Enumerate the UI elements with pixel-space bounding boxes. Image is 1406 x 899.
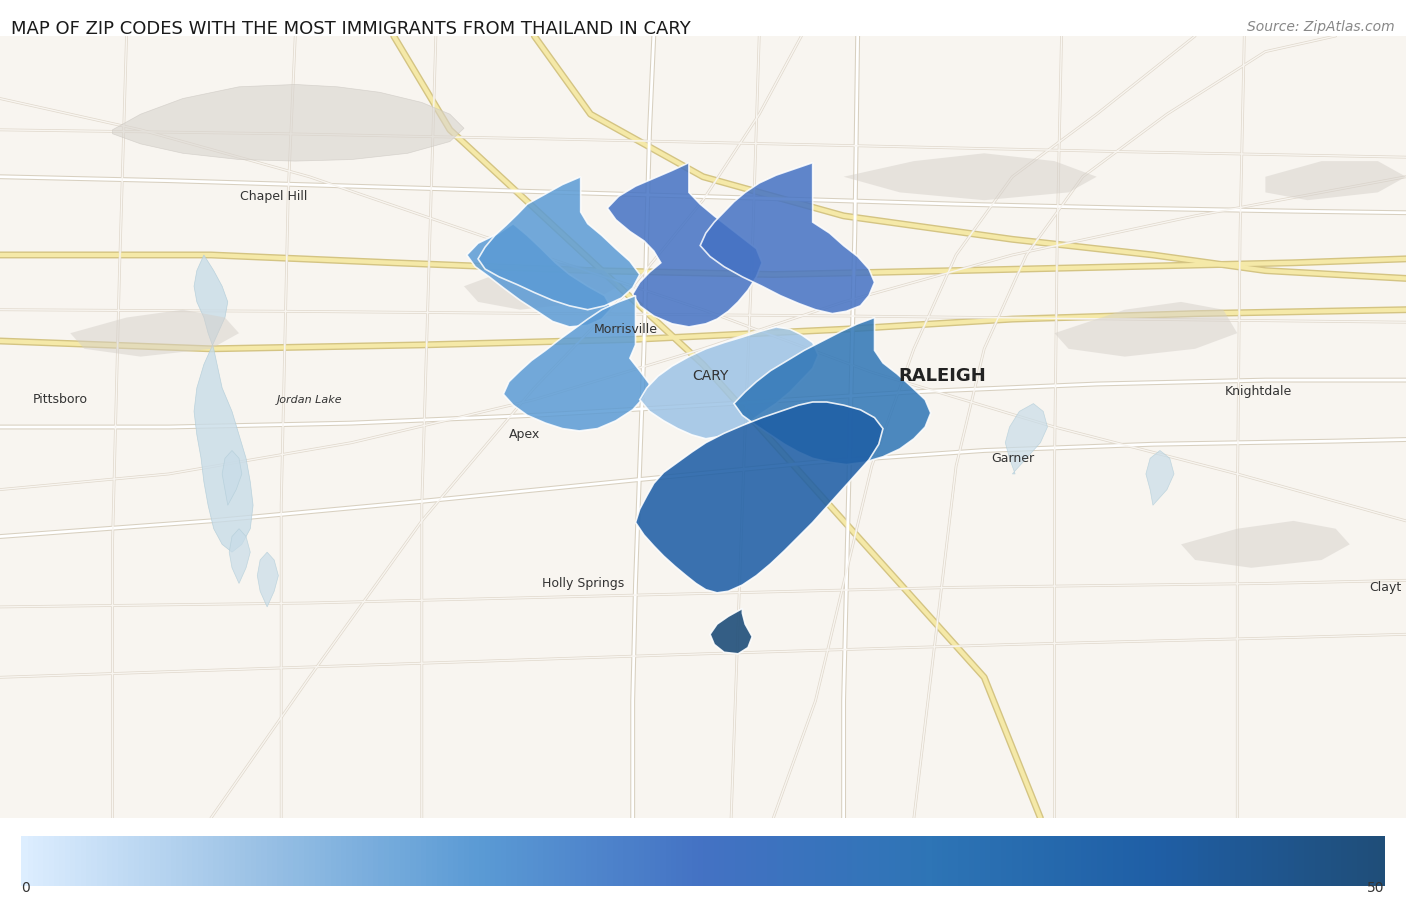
Polygon shape	[467, 224, 612, 327]
Polygon shape	[112, 85, 464, 161]
Text: MAP OF ZIP CODES WITH THE MOST IMMIGRANTS FROM THAILAND IN CARY: MAP OF ZIP CODES WITH THE MOST IMMIGRANT…	[11, 20, 690, 38]
Polygon shape	[700, 163, 875, 314]
Polygon shape	[478, 177, 640, 309]
Polygon shape	[734, 317, 931, 465]
Text: Morrisville: Morrisville	[593, 323, 658, 335]
Polygon shape	[710, 609, 752, 654]
Text: Jordan Lake: Jordan Lake	[277, 395, 342, 405]
Polygon shape	[257, 552, 278, 607]
Polygon shape	[1181, 521, 1350, 568]
Text: Pittsboro: Pittsboro	[32, 393, 89, 406]
Polygon shape	[640, 327, 818, 439]
Text: Clayt: Clayt	[1369, 581, 1400, 594]
Polygon shape	[70, 309, 239, 357]
Polygon shape	[503, 296, 650, 431]
Polygon shape	[194, 255, 253, 552]
Text: Chapel Hill: Chapel Hill	[240, 190, 308, 203]
Polygon shape	[222, 450, 242, 505]
Text: Source: ZipAtlas.com: Source: ZipAtlas.com	[1247, 20, 1395, 34]
Polygon shape	[607, 163, 762, 327]
Polygon shape	[1005, 404, 1047, 474]
Polygon shape	[1146, 450, 1174, 505]
Text: 0: 0	[21, 881, 30, 895]
Text: Knightdale: Knightdale	[1225, 386, 1292, 398]
Text: 50: 50	[1368, 881, 1385, 895]
Polygon shape	[1265, 161, 1406, 200]
Polygon shape	[1054, 302, 1237, 357]
Text: CARY: CARY	[692, 369, 728, 383]
Text: RALEIGH: RALEIGH	[898, 367, 986, 385]
Polygon shape	[464, 263, 619, 309]
Polygon shape	[636, 402, 883, 592]
Polygon shape	[844, 154, 1097, 200]
Text: Holly Springs: Holly Springs	[543, 577, 624, 590]
Text: Garner: Garner	[991, 452, 1033, 465]
Text: Apex: Apex	[509, 428, 540, 441]
Polygon shape	[229, 529, 250, 583]
